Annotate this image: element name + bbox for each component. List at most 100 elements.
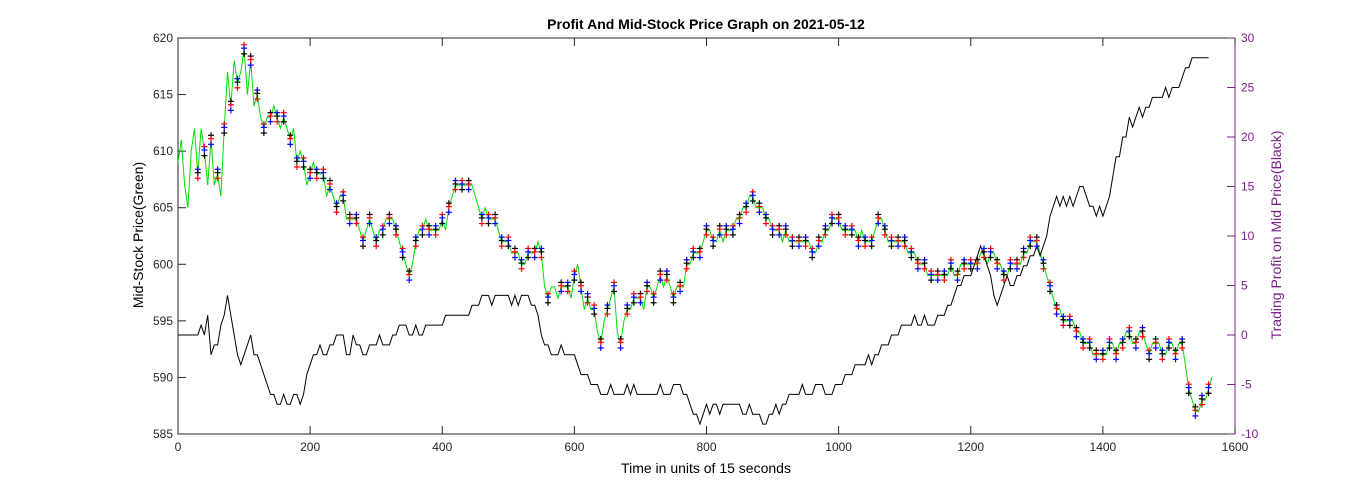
trade-marker [1053,311,1060,318]
trade-marker [842,226,849,233]
trade-marker [954,271,961,278]
trade-marker [353,214,360,221]
trade-marker [313,169,320,176]
trade-marker [604,305,611,312]
trade-marker [465,186,472,193]
trade-marker [762,214,769,221]
trade-marker [260,130,267,137]
trade-marker [696,254,703,261]
trade-marker [994,260,1001,267]
trade-marker [1060,322,1067,329]
trade-marker [901,237,908,244]
trade-marker [254,96,261,103]
chart-title: Profit And Mid-Stock Price Graph on 2021… [547,16,865,32]
trade-marker [393,226,400,233]
trade-marker [822,231,829,238]
trade-marker [412,243,419,250]
trade-marker [1146,350,1153,357]
trade-marker [571,277,578,284]
trade-marker [611,288,618,295]
trade-marker [221,124,228,131]
profit-series-line [178,57,1209,426]
trade-marker [591,311,598,318]
trade-marker [293,158,300,165]
trade-marker [426,231,433,238]
trade-marker [432,226,439,233]
trade-marker [1192,407,1199,414]
y-left-tick-label: 585 [153,427,173,441]
trade-marker [743,203,750,210]
trade-marker [313,175,320,182]
trade-marker [690,254,697,261]
trade-marker [1093,356,1100,363]
trade-marker [1033,237,1040,244]
x-tick-label: 600 [564,440,584,454]
trade-marker [881,226,888,233]
trade-marker [419,231,426,238]
trade-marker [1185,384,1192,391]
trade-marker [386,214,393,221]
trade-marker [868,237,875,244]
trade-marker [1040,265,1047,272]
trade-marker [571,271,578,278]
trade-marker [1073,333,1080,340]
trade-marker [1007,265,1014,272]
trade-marker [868,243,875,250]
trade-marker [287,135,294,142]
trade-marker [293,163,300,170]
trade-marker [1165,339,1172,346]
trade-marker [1027,237,1034,244]
trade-marker [577,288,584,295]
trade-marker [703,226,710,233]
trade-marker [333,203,340,210]
trade-marker [201,147,208,154]
trade-marker [710,237,717,244]
trade-marker [584,294,591,301]
trade-marker [214,169,221,176]
trade-marker [320,175,327,182]
trade-marker [426,226,433,233]
trade-marker [300,158,307,165]
trade-marker [967,260,974,267]
trade-marker [485,214,492,221]
x-tick-label: 1200 [957,440,984,454]
trade-marker [254,90,261,97]
trade-marker [1139,328,1146,335]
trade-marker [1099,350,1106,357]
trade-marker [1172,356,1179,363]
trade-marker [478,220,485,227]
trade-marker [815,237,822,244]
trade-marker [822,226,829,233]
y-left-tick-label: 595 [153,314,173,328]
trade-marker [465,180,472,187]
trade-marker [591,305,598,312]
trade-marker [617,339,624,346]
trade-marker [1132,345,1139,352]
trade-marker [518,265,525,272]
trade-marker [888,243,895,250]
trade-marker [875,220,882,227]
trade-marker [1179,345,1186,352]
y-left-tick-label: 600 [153,257,173,271]
trade-marker [683,260,690,267]
trade-marker [1027,243,1034,250]
trade-marker [743,209,750,216]
trade-marker [445,209,452,216]
trade-marker [208,141,215,148]
trade-marker [987,248,994,255]
trade-marker [564,288,571,295]
trade-marker [1040,260,1047,267]
trade-marker [340,197,347,204]
trade-marker [1113,350,1120,357]
trade-marker [538,248,545,255]
trade-marker [525,254,532,261]
trade-marker [723,226,730,233]
trade-marker [287,141,294,148]
trade-marker [399,248,406,255]
trade-marker [1020,254,1027,261]
trade-marker [663,271,670,278]
trade-marker [439,220,446,227]
trade-marker [393,231,400,238]
trade-marker [320,169,327,176]
trade-marker [862,243,869,250]
